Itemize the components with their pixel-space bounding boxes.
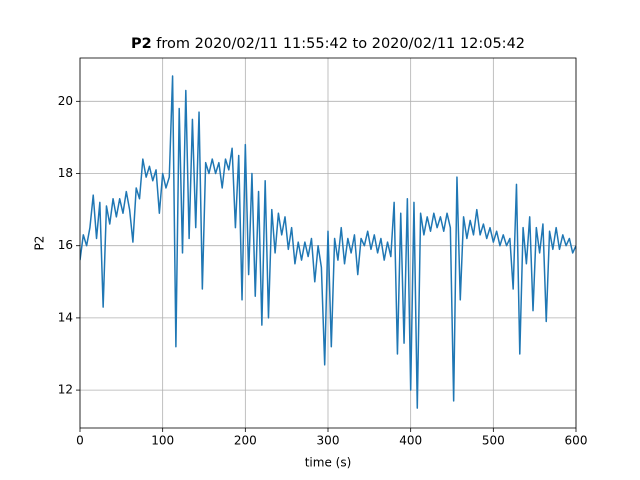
title-text: from 2020/02/11 11:55:42 to 2020/02/11 1… — [156, 36, 525, 52]
x-axis-label: time (s) — [305, 456, 352, 470]
x-tick-label: 600 — [565, 434, 588, 448]
x-tick-label: 300 — [317, 434, 340, 448]
data-line — [80, 75, 576, 409]
y-tick-label: 16 — [58, 238, 73, 252]
title-name: P2 — [131, 36, 152, 52]
y-axis-label: P2 — [33, 236, 47, 251]
x-tick-label: 0 — [76, 434, 84, 448]
x-tick-label: 500 — [482, 434, 505, 448]
y-tick-label: 14 — [58, 310, 73, 324]
x-tick-label: 200 — [234, 434, 257, 448]
chart-title: P2 from 2020/02/11 11:55:42 to 2020/02/1… — [131, 36, 525, 52]
x-tick-label: 100 — [151, 434, 174, 448]
x-tick-label: 400 — [399, 434, 422, 448]
y-tick-label: 20 — [58, 94, 73, 108]
y-tick-label: 18 — [58, 166, 73, 180]
y-tick-label: 12 — [58, 383, 73, 397]
